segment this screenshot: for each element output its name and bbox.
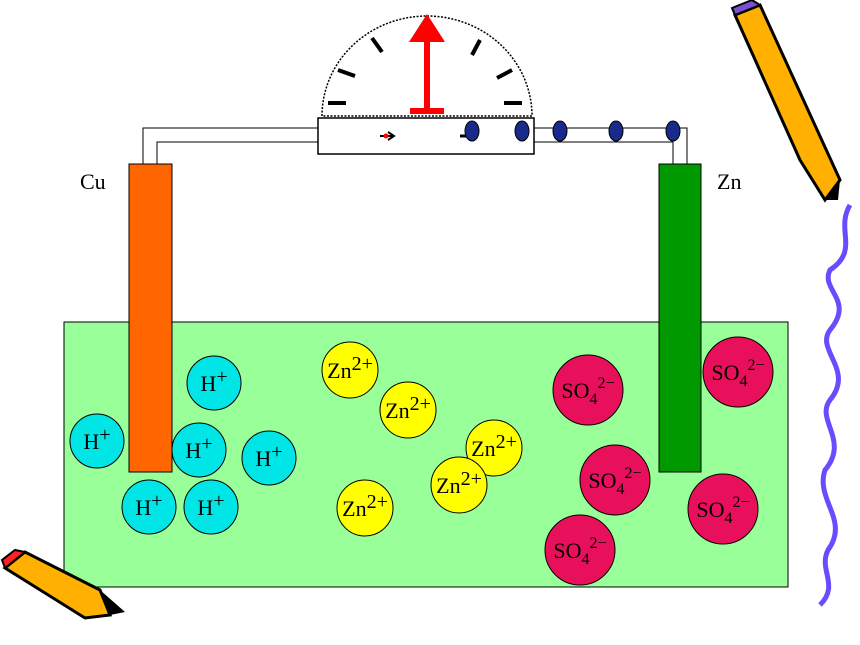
ion-circle	[241, 430, 297, 486]
ion-symbol: SO	[561, 378, 589, 403]
ion: Zn2+	[465, 419, 523, 477]
ion-label: H+	[197, 490, 224, 520]
ion-label: H+	[185, 433, 212, 463]
ion: SO42−	[687, 473, 759, 545]
pencil-decoration	[0, 548, 125, 620]
ion-symbol: Zn	[385, 398, 409, 423]
ion-circle	[321, 341, 379, 399]
ion-label: H+	[83, 424, 110, 454]
ion-charge: 2+	[410, 393, 431, 415]
electrons	[464, 120, 681, 142]
ion: Zn2+	[321, 341, 379, 399]
ion: SO42−	[552, 354, 624, 426]
ion-symbol: SO	[588, 468, 616, 493]
ion-circle	[687, 473, 759, 545]
ion-symbol: H	[185, 438, 201, 463]
ion: H+	[186, 355, 242, 411]
ion: Zn2+	[336, 479, 394, 537]
ion-charge: 2−	[625, 465, 642, 482]
ion-label: SO42−	[696, 494, 749, 527]
ion-label: H+	[135, 490, 162, 520]
ion-label: H+	[255, 441, 282, 471]
ion-label: SO42−	[711, 357, 764, 390]
ion: H+	[183, 479, 239, 535]
galvanometer	[317, 14, 535, 155]
ion-circle	[465, 419, 523, 477]
ion-symbol: H	[255, 446, 271, 471]
ion-charge: 2+	[352, 353, 373, 375]
ion-circle	[336, 479, 394, 537]
ion-label: Zn2+	[471, 431, 517, 461]
ion-circle	[186, 355, 242, 411]
ion-symbol: Zn	[342, 496, 366, 521]
ion-subscript: 4	[590, 391, 598, 408]
copper-electrode	[128, 163, 173, 473]
ion-label: H+	[200, 366, 227, 396]
ion-charge: 2+	[496, 431, 517, 453]
ion: H+	[69, 413, 125, 469]
ion: H+	[121, 479, 177, 535]
ion-charge: +	[213, 490, 224, 512]
ion-symbol: H	[197, 495, 213, 520]
ion-symbol: H	[200, 371, 216, 396]
ion-symbol: SO	[696, 497, 724, 522]
ion-label: Zn2+	[342, 491, 388, 521]
ion: Zn2+	[379, 381, 437, 439]
ion-charge: +	[99, 424, 110, 446]
squiggle-decoration	[818, 203, 853, 607]
zinc-electrode	[658, 163, 702, 473]
ions: H+H+H+H+H+ H+Zn2+Zn2+Zn2+Zn2+Zn2+SO42− SO4…	[69, 336, 774, 586]
ion-symbol: H	[83, 429, 99, 454]
ion: H+	[241, 430, 297, 486]
ion-label: Zn2+	[436, 468, 482, 498]
ion-charge: 2+	[367, 491, 388, 513]
ion-charge: 2−	[748, 357, 765, 374]
ion-charge: 2+	[461, 468, 482, 490]
pencil-decoration	[730, 0, 842, 203]
ion-charge: 2−	[733, 494, 750, 511]
ion-circle	[430, 456, 488, 514]
wires	[142, 127, 688, 164]
ion-subscript: 4	[617, 481, 625, 498]
ion-label: SO42−	[588, 465, 641, 498]
ion-circle	[121, 479, 177, 535]
ion: Zn2+	[430, 456, 488, 514]
ion-circle	[183, 479, 239, 535]
ion-circle	[544, 514, 616, 586]
ion-charge: +	[216, 366, 227, 388]
ion-symbol: SO	[553, 538, 581, 563]
ion: SO42−	[544, 514, 616, 586]
ion-label: Zn2+	[385, 393, 431, 423]
ion-charge: +	[151, 490, 162, 512]
ion-charge: 2−	[598, 375, 615, 392]
electrode-label: Cu	[80, 169, 106, 194]
ion-symbol: H	[135, 495, 151, 520]
ion: SO42−	[579, 444, 651, 516]
ion-circle	[552, 354, 624, 426]
ion-subscript: 4	[582, 551, 590, 568]
ion-symbol: SO	[711, 360, 739, 385]
ion-circle	[171, 422, 227, 478]
ion-symbol: Zn	[436, 473, 460, 498]
ion: H+	[171, 422, 227, 478]
ion-subscript: 4	[740, 373, 748, 390]
ion-label: SO42−	[553, 535, 606, 568]
ion-charge: +	[271, 441, 282, 463]
ion-label: SO42−	[561, 375, 614, 408]
ion-subscript: 4	[725, 510, 733, 527]
ion-circle	[69, 413, 125, 469]
ion-circle	[702, 336, 774, 408]
ion-charge: 2−	[590, 535, 607, 552]
ion-symbol: Zn	[471, 436, 495, 461]
ion-symbol: Zn	[327, 358, 351, 383]
ion: SO42−	[702, 336, 774, 408]
ion-circle	[579, 444, 651, 516]
ion-label: Zn2+	[327, 353, 373, 383]
ion-charge: +	[201, 433, 212, 455]
electrode-label: Zn	[717, 169, 741, 194]
ion-circle	[379, 381, 437, 439]
